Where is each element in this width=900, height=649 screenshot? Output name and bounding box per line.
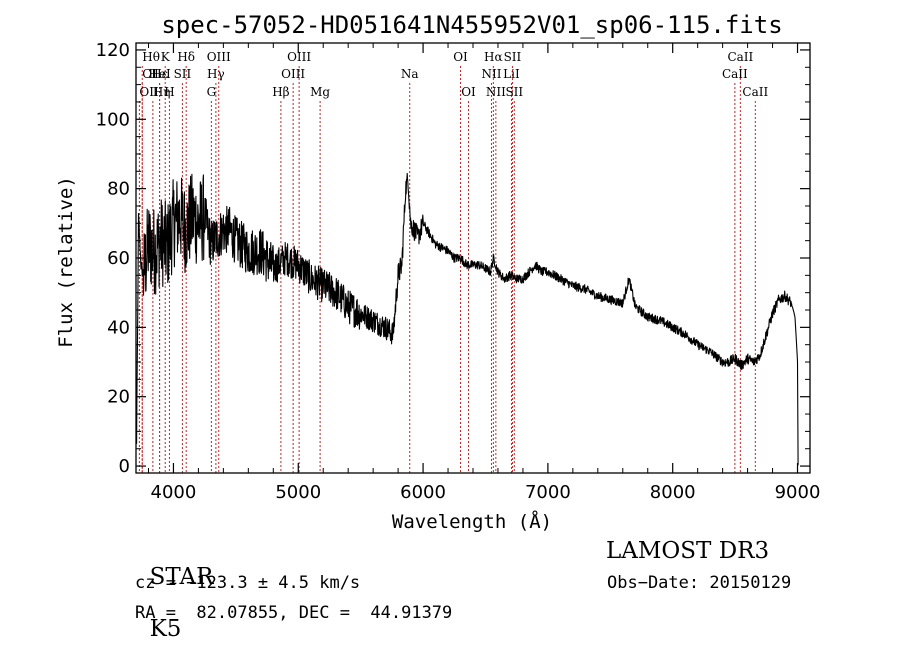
object-class: STAR	[149, 564, 214, 590]
x-tick-label: 8000	[650, 482, 696, 503]
spectral-line-label: OI	[142, 67, 157, 81]
spectral-line-label: G	[207, 85, 217, 99]
observation-date: Obs−Date: 20150129	[607, 573, 792, 593]
sky-coordinates: RA = 82.07855, DEC = 44.91379	[135, 603, 453, 623]
spectral-line-label: Hγ	[207, 67, 225, 81]
object-class-row: STAR K5	[135, 538, 214, 642]
y-tick-label: 100	[96, 109, 130, 130]
spectral-line-label: H	[164, 85, 174, 99]
spectral-line-label: CaII	[722, 67, 748, 81]
chart-title: spec-57052-HD051641N455952V01_sp06-115.f…	[161, 11, 782, 39]
redshift-readout: cz = −123.3 ± 4.5 km/s	[135, 573, 361, 593]
spectral-line-label: Hη	[153, 85, 171, 99]
plot-frame	[135, 42, 811, 474]
y-tick-label: 120	[96, 40, 130, 61]
spectral-line-label: OIII	[281, 67, 305, 81]
spectral-line-label: Hα	[484, 50, 503, 64]
x-tick-label: 9000	[775, 482, 821, 503]
spectral-line-label: SII	[174, 67, 192, 81]
spectral-line-label: CaII	[727, 50, 753, 64]
spectral-line-label: K	[161, 50, 171, 64]
x-axis-label: Wavelength (Å)	[392, 510, 552, 533]
y-tick-label: 40	[107, 317, 130, 338]
spectral-line-label: OIII	[287, 50, 311, 64]
object-subclass: K5	[149, 616, 182, 642]
spectral-line-label: OII	[139, 85, 159, 99]
spectral-line-label: Na	[401, 67, 419, 81]
y-tick-label: 80	[107, 179, 130, 200]
survey-name: LAMOST DR3	[606, 538, 770, 564]
spectral-line-label: Mg	[310, 85, 330, 99]
spectral-line-label: HeI	[148, 67, 171, 81]
x-tick-label: 5000	[275, 482, 321, 503]
spectral-line-label: OI	[453, 50, 468, 64]
spectral-line-label: Hε	[151, 67, 168, 81]
plot-axes: 4000 5000 6000 7000 8000 9000 0 20 40 60 80 100 120	[96, 40, 821, 503]
y-tick-label: 0	[119, 456, 130, 477]
spectral-line-label: NII	[481, 67, 501, 81]
x-tick-label: 7000	[525, 482, 571, 503]
spectral-line-label: Hβ	[272, 85, 289, 99]
spectral-line-label: CaII	[742, 85, 768, 99]
spectral-lines	[138, 66, 756, 473]
y-axis-label: Flux (relative)	[55, 176, 77, 348]
spectral-line-label: NII	[486, 85, 506, 99]
spectral-line-label: LiI	[503, 67, 520, 81]
spectral-line-label: OI	[461, 85, 476, 99]
spectrum-trace	[135, 172, 799, 466]
x-tick-label: 4000	[151, 482, 197, 503]
spectral-line-label: Hδ	[177, 50, 195, 64]
spectral-line-label: SII	[504, 50, 522, 64]
y-tick-label: 60	[107, 248, 130, 269]
y-tick-label: 20	[107, 387, 130, 408]
spectral-line-label: Hθ	[142, 50, 160, 64]
spectral-line-label: OIII	[207, 50, 231, 64]
spectrum-trace-group	[135, 172, 799, 466]
x-tick-label: 6000	[400, 482, 446, 503]
spectral-line-label: SII	[505, 85, 523, 99]
